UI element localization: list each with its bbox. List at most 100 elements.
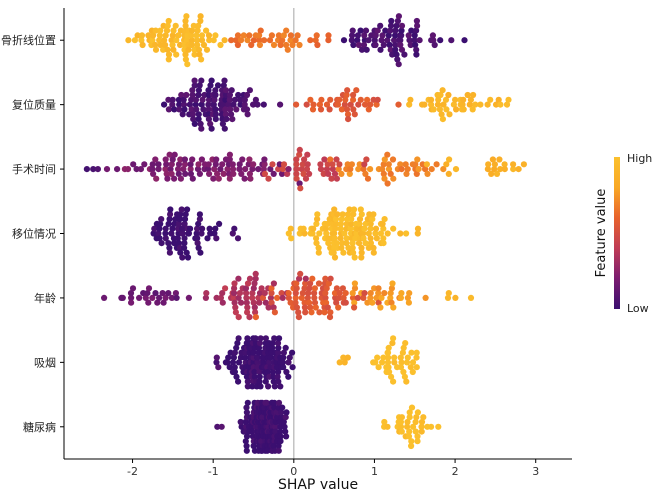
shap-point [188, 41, 195, 49]
shap-point [358, 249, 365, 256]
shap-point [345, 211, 352, 218]
shap-point [268, 32, 275, 39]
shap-point [406, 290, 413, 297]
shap-point [398, 166, 405, 173]
shap-point [296, 146, 303, 153]
shap-point [169, 225, 176, 232]
shap-point [246, 275, 254, 282]
shap-point [389, 51, 396, 58]
shap-point [484, 166, 491, 173]
shap-point [296, 230, 303, 237]
shap-point [182, 51, 189, 58]
shap-point [242, 285, 250, 292]
shap-point [151, 225, 158, 232]
shap-point [336, 161, 343, 168]
shap-point [163, 170, 170, 177]
shap-point [315, 280, 323, 287]
colorbar-gradient [614, 157, 620, 309]
shap-point [309, 230, 316, 237]
shap-point [487, 96, 494, 103]
shap-point [266, 37, 274, 44]
shap-point [212, 32, 219, 39]
shap-point [252, 335, 259, 342]
shap-point [285, 294, 292, 301]
shap-point [226, 364, 233, 371]
shap-point [398, 428, 405, 435]
shap-point [232, 304, 239, 311]
shap-point [346, 206, 353, 213]
feature-row [161, 77, 512, 132]
shap-point [231, 364, 238, 371]
shap-point [275, 378, 282, 385]
shap-point [255, 344, 263, 351]
shap-point [168, 161, 175, 168]
shap-point [350, 41, 357, 49]
shap-point [197, 17, 204, 25]
shap-point [397, 161, 404, 168]
shap-point [215, 175, 222, 182]
x-tick-label: 0 [290, 465, 297, 478]
shap-point [505, 96, 512, 103]
shap-point [277, 101, 284, 108]
shap-point [214, 170, 221, 177]
shap-point [403, 170, 410, 177]
shap-point [412, 41, 419, 49]
shap-point [301, 304, 308, 311]
shap-point [406, 409, 413, 416]
shap-point [277, 433, 284, 440]
shap-point [433, 161, 440, 168]
shap-point [340, 354, 347, 361]
shap-point [333, 175, 340, 182]
shap-point [515, 166, 522, 173]
shap-point [379, 32, 386, 39]
shap-point [394, 17, 401, 25]
shap-point [258, 285, 265, 292]
shap-point [171, 175, 178, 182]
shap-point [256, 32, 263, 39]
shap-point [275, 368, 282, 376]
shap-point [133, 166, 140, 173]
shap-point [188, 106, 195, 113]
shap-point [165, 240, 172, 247]
shap-point [330, 249, 337, 256]
shap-point [324, 220, 331, 227]
shap-point [327, 275, 334, 282]
shap-point [271, 309, 278, 316]
shap-point [231, 299, 238, 306]
shap-point [414, 438, 421, 445]
shap-point [367, 235, 374, 242]
shap-point [236, 166, 243, 173]
shap-point [357, 27, 364, 34]
shap-point [408, 442, 415, 450]
shap-point [243, 299, 250, 306]
shap-point [169, 41, 176, 49]
shap-point [149, 37, 156, 44]
shap-point [367, 166, 374, 173]
shap-point [246, 156, 253, 163]
shap-point [392, 32, 399, 39]
shap-point [244, 280, 252, 287]
shap-point [215, 364, 222, 371]
shap-point [207, 82, 214, 89]
shap-point [331, 235, 338, 242]
shap-point [219, 161, 226, 168]
x-tick-label: 3 [532, 465, 539, 478]
x-axis-title: SHAP value [278, 477, 358, 493]
shap-point [224, 359, 231, 366]
shap-point [190, 22, 197, 29]
shap-point [397, 37, 404, 44]
shap-point [195, 91, 202, 99]
shap-point [198, 77, 205, 84]
shap-point [401, 373, 408, 380]
shap-point [313, 240, 320, 247]
shap-point [187, 225, 194, 232]
shap-point [327, 309, 334, 316]
shap-point [372, 41, 379, 49]
shap-point [152, 41, 159, 49]
shap-point [127, 290, 135, 297]
shap-point [125, 37, 132, 44]
shap-point [280, 32, 287, 39]
shap-point [364, 175, 372, 182]
shap-point [349, 240, 356, 247]
